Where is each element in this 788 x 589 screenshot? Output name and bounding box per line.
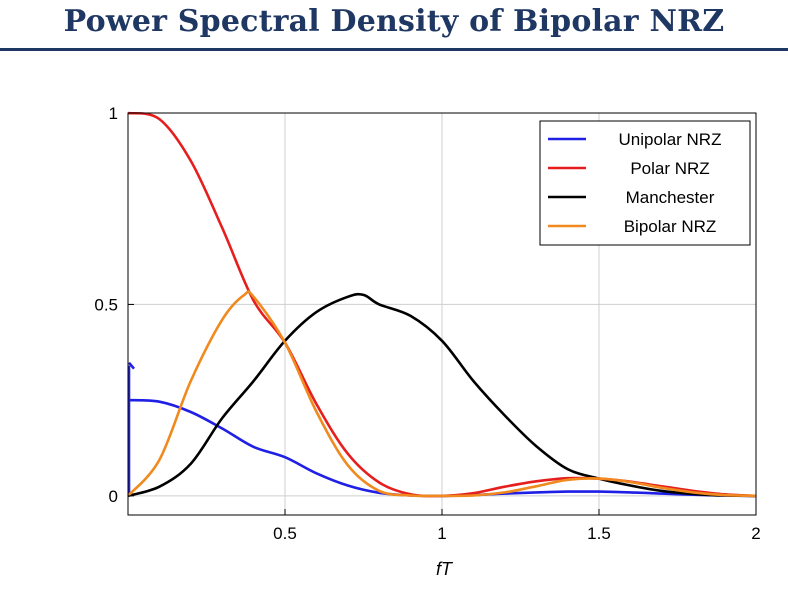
legend-label: Polar NRZ	[630, 159, 709, 178]
legend-box	[539, 120, 751, 246]
axis-ticks: 0.5 1 1.5 2 0 0.5 1	[94, 104, 760, 543]
x-tick-label: 1.5	[587, 524, 611, 543]
y-tick-label: 0.5	[94, 295, 118, 314]
title-divider	[0, 48, 788, 51]
impulse-arrow-unipolar-nrz	[128, 361, 135, 370]
x-tick-label: 2	[751, 524, 760, 543]
legend-label: Manchester	[626, 188, 715, 207]
legend: Unipolar NRZ Polar NRZ Manchester Bipolar N…	[539, 120, 751, 246]
legend-label: Bipolar NRZ	[624, 217, 717, 236]
x-tick-label: 1	[437, 524, 446, 543]
y-tick-label: 0	[109, 487, 118, 506]
legend-label: Unipolar NRZ	[619, 130, 722, 149]
x-axis-title: fT	[436, 559, 454, 579]
x-tick-label: 0.5	[273, 524, 297, 543]
series-line-manchester	[127, 292, 757, 498]
series-line-bipolar-nrz	[127, 290, 757, 498]
series-lines	[127, 111, 757, 498]
y-tick-label: 1	[109, 104, 118, 123]
slide-title: Power Spectral Density of Bipolar NRZ	[63, 4, 725, 39]
